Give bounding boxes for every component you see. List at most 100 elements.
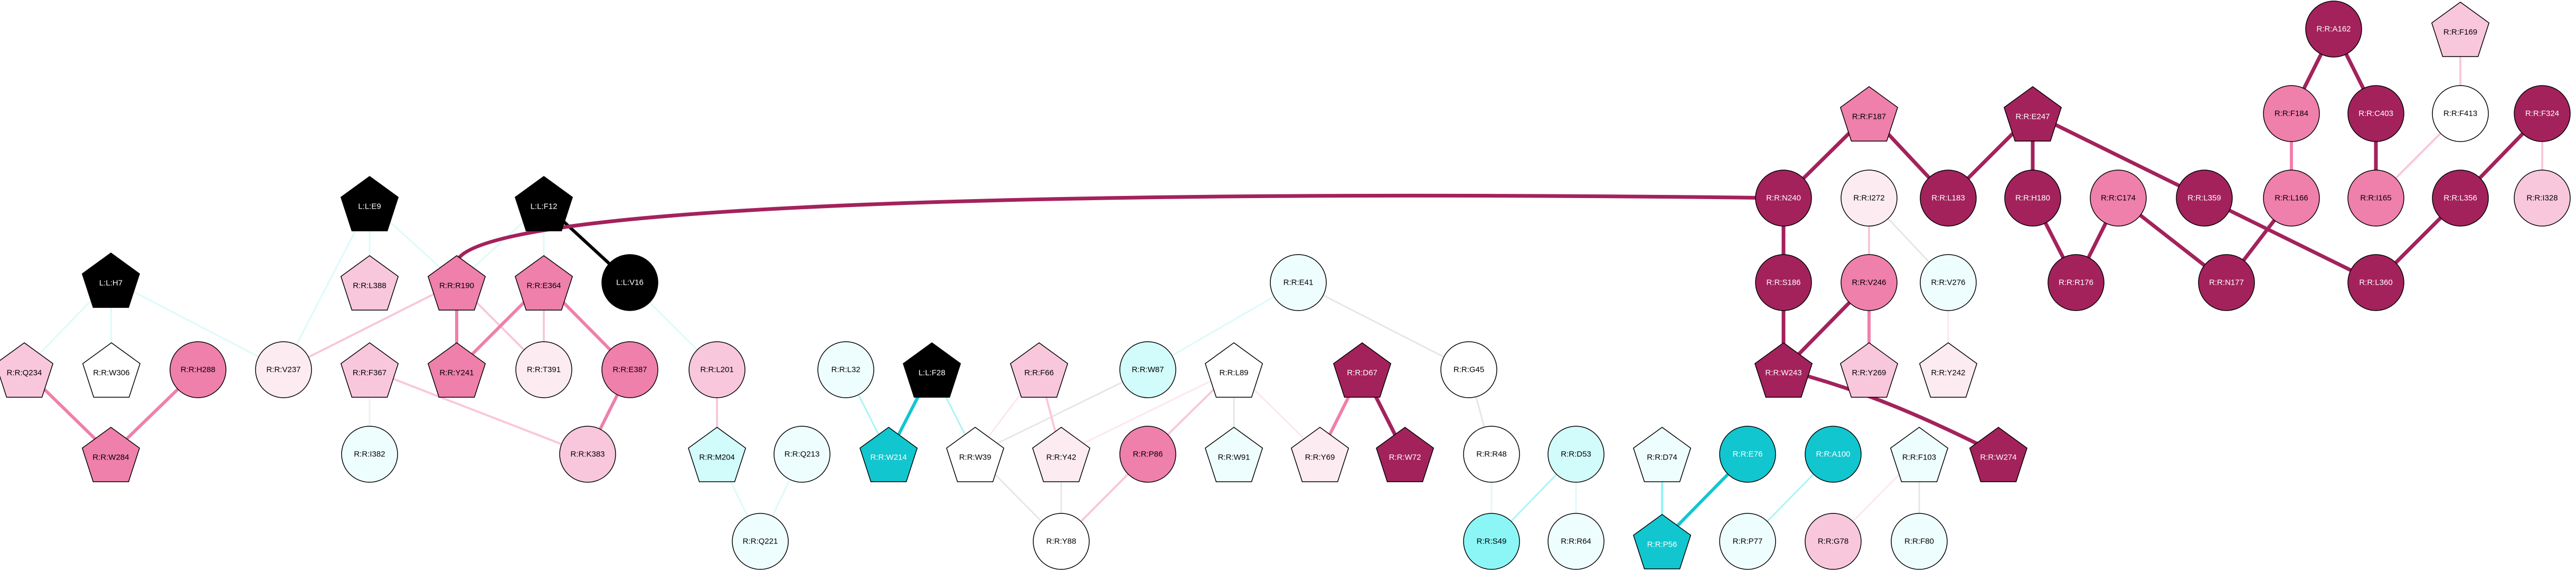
- node-r-r-i328[interactable]: R:R:I328: [2514, 170, 2571, 227]
- node-shape-circle: [1719, 513, 1776, 570]
- node-shape-pentagon: [2003, 86, 2062, 142]
- node-r-r-w39[interactable]: R:R:W39: [946, 427, 1005, 482]
- node-r-r-l166[interactable]: R:R:L166: [2263, 170, 2320, 227]
- node-shape-circle: [1755, 170, 1812, 227]
- node-r-r-e41[interactable]: R:R:E41: [1270, 254, 1327, 311]
- node-r-r-p77[interactable]: R:R:P77: [1719, 513, 1776, 570]
- node-r-r-a100[interactable]: R:R:A100: [1805, 426, 1862, 483]
- node-r-r-w72[interactable]: R:R:W72: [1375, 427, 1435, 482]
- node-r-r-l359[interactable]: R:R:L359: [2176, 170, 2233, 227]
- node-r-r-y269[interactable]: R:R:Y269: [1839, 342, 1899, 398]
- node-r-r-y42[interactable]: R:R:Y42: [1032, 427, 1091, 482]
- node-l-l-h7[interactable]: L:L:H7: [81, 252, 140, 308]
- node-r-r-r176[interactable]: R:R:R176: [2047, 254, 2105, 311]
- node-r-r-p86[interactable]: R:R:P86: [1119, 426, 1176, 483]
- node-r-r-i382[interactable]: R:R:I382: [341, 426, 398, 483]
- node-shape-circle: [255, 341, 312, 398]
- node-shape-pentagon: [1754, 342, 1813, 398]
- node-r-r-i165[interactable]: R:R:I165: [2347, 170, 2404, 227]
- node-r-r-f80[interactable]: R:R:F80: [1891, 513, 1948, 570]
- node-r-r-n177[interactable]: R:R:N177: [2198, 254, 2255, 311]
- node-r-r-l356[interactable]: R:R:L356: [2432, 170, 2489, 227]
- node-r-r-h180[interactable]: R:R:H180: [2004, 170, 2061, 227]
- node-r-r-v276[interactable]: R:R:V276: [1920, 254, 1977, 311]
- node-r-r-y88[interactable]: R:R:Y88: [1033, 513, 1090, 570]
- node-shape-circle: [1119, 426, 1176, 483]
- node-r-r-i272[interactable]: R:R:I272: [1841, 170, 1898, 227]
- node-r-r-t391[interactable]: R:R:T391: [515, 341, 572, 398]
- node-shape-pentagon: [340, 342, 399, 398]
- edge-r-r-w39-to-r-r-w87: [974, 369, 1149, 455]
- node-shape-pentagon: [1333, 342, 1392, 398]
- node-r-r-c403[interactable]: R:R:C403: [2347, 85, 2404, 142]
- node-shape-circle: [1920, 170, 1977, 227]
- node-r-r-s186[interactable]: R:R:S186: [1755, 254, 1812, 311]
- node-r-r-f184[interactable]: R:R:F184: [2263, 85, 2320, 142]
- node-shape-circle: [2263, 85, 2320, 142]
- node-r-r-w274[interactable]: R:R:W274: [1969, 427, 2028, 482]
- node-r-r-q221[interactable]: R:R:Q221: [732, 513, 789, 570]
- node-shape-circle: [601, 341, 658, 398]
- node-shape-circle: [2347, 254, 2404, 311]
- node-r-r-r48[interactable]: R:R:R48: [1463, 426, 1520, 483]
- node-l-l-e9[interactable]: L:L:E9: [340, 176, 399, 231]
- node-shape-circle: [1548, 513, 1605, 570]
- node-r-r-r64[interactable]: R:R:R64: [1548, 513, 1605, 570]
- node-r-r-k383[interactable]: R:R:K383: [559, 426, 616, 483]
- node-shape-pentagon: [1890, 427, 1949, 482]
- node-r-r-l89[interactable]: R:R:L89: [1204, 342, 1263, 398]
- node-r-r-d67[interactable]: R:R:D67: [1333, 342, 1392, 398]
- node-shape-circle: [2305, 1, 2362, 58]
- node-r-r-w306[interactable]: R:R:W306: [82, 342, 141, 398]
- node-l-l-v16[interactable]: L:L:V16: [601, 254, 658, 311]
- node-r-r-v246[interactable]: R:R:V246: [1841, 254, 1898, 311]
- node-r-r-l201[interactable]: R:R:L201: [688, 341, 746, 398]
- node-r-r-m204[interactable]: R:R:M204: [687, 427, 747, 482]
- node-shape-circle: [1270, 254, 1327, 311]
- node-r-r-f367[interactable]: R:R:F367: [340, 342, 399, 398]
- node-r-r-q213[interactable]: R:R:Q213: [773, 426, 831, 483]
- node-l-l-f12[interactable]: L:L:F12: [514, 176, 573, 231]
- node-shape-pentagon: [2431, 2, 2490, 57]
- node-l-l-f28[interactable]: L:L:F28: [902, 342, 961, 398]
- node-r-r-l388[interactable]: R:R:L388: [340, 255, 399, 311]
- node-r-r-q234[interactable]: R:R:Q234: [0, 342, 54, 398]
- node-r-r-f413[interactable]: R:R:F413: [2432, 85, 2489, 142]
- node-r-r-g45[interactable]: R:R:G45: [1440, 341, 1497, 398]
- node-shape-circle: [1548, 426, 1605, 483]
- node-r-r-l360[interactable]: R:R:L360: [2347, 254, 2404, 311]
- node-shape-pentagon: [859, 427, 918, 482]
- node-r-r-w214[interactable]: R:R:W214: [859, 427, 918, 482]
- node-r-r-w91[interactable]: R:R:W91: [1204, 427, 1263, 482]
- node-r-r-f103[interactable]: R:R:F103: [1890, 427, 1949, 482]
- node-r-r-l32[interactable]: R:R:L32: [817, 341, 874, 398]
- node-r-r-f324[interactable]: R:R:F324: [2514, 85, 2571, 142]
- node-shape-pentagon: [1633, 514, 1692, 569]
- node-r-r-h288[interactable]: R:R:H288: [169, 341, 227, 398]
- node-r-r-l183[interactable]: R:R:L183: [1920, 170, 1977, 227]
- edge-r-r-e41-to-r-r-g45: [1297, 282, 1470, 371]
- edge-r-r-v237-to-r-r-r190: [282, 282, 458, 371]
- node-r-r-v237[interactable]: R:R:V237: [255, 341, 312, 398]
- node-r-r-f187[interactable]: R:R:F187: [1839, 86, 1899, 142]
- node-shape-pentagon: [902, 342, 961, 398]
- node-r-r-e364[interactable]: R:R:E364: [514, 255, 573, 311]
- node-r-r-d74[interactable]: R:R:D74: [1633, 427, 1692, 482]
- node-r-r-d53[interactable]: R:R:D53: [1548, 426, 1605, 483]
- node-shape-circle: [1841, 170, 1898, 227]
- node-r-r-e76[interactable]: R:R:E76: [1719, 426, 1776, 483]
- node-r-r-e387[interactable]: R:R:E387: [601, 341, 658, 398]
- node-shape-circle: [2347, 170, 2404, 227]
- node-shape-circle: [2263, 170, 2320, 227]
- node-r-r-f66[interactable]: R:R:F66: [1009, 342, 1069, 398]
- node-r-r-a162[interactable]: R:R:A162: [2305, 1, 2362, 58]
- node-r-r-e247[interactable]: R:R:E247: [2003, 86, 2062, 142]
- node-r-r-f169[interactable]: R:R:F169: [2431, 2, 2490, 57]
- node-r-r-y242[interactable]: R:R:Y242: [1919, 342, 1978, 398]
- node-r-r-c174[interactable]: R:R:C174: [2090, 170, 2147, 227]
- node-r-r-w87[interactable]: R:R:W87: [1119, 341, 1176, 398]
- node-r-r-s49[interactable]: R:R:S49: [1463, 513, 1520, 570]
- node-r-r-n240[interactable]: R:R:N240: [1755, 170, 1812, 227]
- node-r-r-g78[interactable]: R:R:G78: [1805, 513, 1862, 570]
